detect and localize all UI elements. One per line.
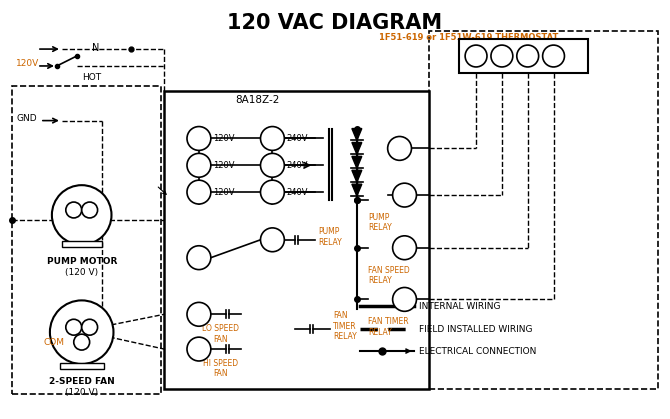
Circle shape: [261, 180, 284, 204]
Circle shape: [465, 45, 487, 67]
Text: 240V: 240V: [286, 134, 308, 143]
Circle shape: [187, 127, 211, 150]
Polygon shape: [352, 184, 362, 196]
Text: L1: L1: [194, 253, 204, 262]
Circle shape: [393, 183, 417, 207]
Circle shape: [491, 45, 513, 67]
Circle shape: [82, 202, 98, 218]
Bar: [429, 31, 658, 389]
Circle shape: [388, 137, 411, 160]
Circle shape: [187, 246, 211, 269]
Text: 120V: 120V: [16, 59, 40, 68]
Circle shape: [66, 202, 82, 218]
Bar: [459, 39, 588, 73]
Bar: [164, 91, 429, 389]
Text: ELECTRICAL CONNECTION: ELECTRICAL CONNECTION: [419, 347, 537, 356]
Circle shape: [50, 300, 113, 364]
Text: LO SPEED
FAN: LO SPEED FAN: [202, 324, 239, 344]
Text: GND: GND: [16, 114, 37, 123]
Text: P1: P1: [267, 235, 279, 244]
Text: (120 V): (120 V): [65, 388, 98, 397]
Text: FAN
TIMER
RELAY: FAN TIMER RELAY: [333, 311, 356, 341]
Text: Y: Y: [401, 243, 408, 253]
Polygon shape: [352, 156, 362, 168]
Text: 8A18Z-2: 8A18Z-2: [236, 95, 280, 105]
Text: L2: L2: [267, 134, 277, 143]
Text: HI: HI: [194, 344, 204, 354]
Text: PUMP MOTOR: PUMP MOTOR: [46, 257, 117, 266]
Circle shape: [261, 127, 284, 150]
Circle shape: [187, 303, 211, 326]
Text: L0: L0: [194, 310, 204, 319]
Text: 120V: 120V: [213, 161, 234, 170]
Text: HI: HI: [85, 325, 94, 334]
Text: N: N: [92, 43, 99, 53]
Text: F2: F2: [193, 188, 204, 197]
Text: 120 VAC DIAGRAM: 120 VAC DIAGRAM: [227, 13, 443, 33]
Circle shape: [187, 337, 211, 361]
Text: HI SPEED
FAN: HI SPEED FAN: [203, 359, 239, 378]
Text: R: R: [396, 143, 403, 153]
Text: P2: P2: [193, 161, 205, 170]
Polygon shape: [352, 170, 362, 182]
Text: PUMP
RELAY: PUMP RELAY: [368, 213, 391, 233]
Circle shape: [393, 236, 417, 260]
Bar: [60, 363, 104, 369]
Text: G: G: [401, 295, 409, 304]
Text: PUMP
RELAY: PUMP RELAY: [318, 227, 342, 246]
Circle shape: [393, 287, 417, 311]
Text: L0: L0: [69, 325, 79, 334]
Text: FAN TIMER
RELAY: FAN TIMER RELAY: [368, 317, 409, 337]
Bar: [12, 86, 161, 394]
Text: FAN SPEED
RELAY: FAN SPEED RELAY: [368, 266, 409, 285]
Circle shape: [52, 185, 111, 245]
Bar: [62, 241, 102, 247]
Text: INTERNAL WIRING: INTERNAL WIRING: [419, 302, 501, 311]
Text: (120 V): (120 V): [65, 268, 98, 277]
Circle shape: [261, 153, 284, 177]
Circle shape: [74, 334, 90, 350]
Circle shape: [187, 180, 211, 204]
Polygon shape: [352, 129, 362, 140]
Circle shape: [517, 45, 539, 67]
Text: N: N: [196, 134, 202, 143]
Text: P2: P2: [267, 161, 278, 170]
Text: 2-SPEED FAN: 2-SPEED FAN: [49, 377, 115, 386]
Text: R: R: [472, 51, 480, 61]
Text: Y: Y: [524, 51, 531, 61]
Text: COM: COM: [44, 338, 65, 347]
Text: FIELD INSTALLED WIRING: FIELD INSTALLED WIRING: [419, 325, 533, 334]
Circle shape: [82, 319, 98, 335]
Circle shape: [543, 45, 564, 67]
Text: HOT: HOT: [82, 73, 100, 82]
Text: F2: F2: [267, 188, 277, 197]
Polygon shape: [352, 142, 362, 154]
Circle shape: [66, 319, 82, 335]
Text: W: W: [496, 51, 507, 61]
Circle shape: [187, 153, 211, 177]
Text: 240V: 240V: [286, 188, 308, 197]
Circle shape: [261, 228, 284, 252]
Text: 1F51-619 or 1F51W-619 THERMOSTAT: 1F51-619 or 1F51W-619 THERMOSTAT: [379, 33, 559, 42]
Text: 120V: 120V: [213, 134, 234, 143]
Text: G: G: [549, 51, 557, 61]
Text: 240V: 240V: [286, 161, 308, 170]
Text: 120V: 120V: [213, 188, 234, 197]
Text: W: W: [399, 190, 410, 200]
